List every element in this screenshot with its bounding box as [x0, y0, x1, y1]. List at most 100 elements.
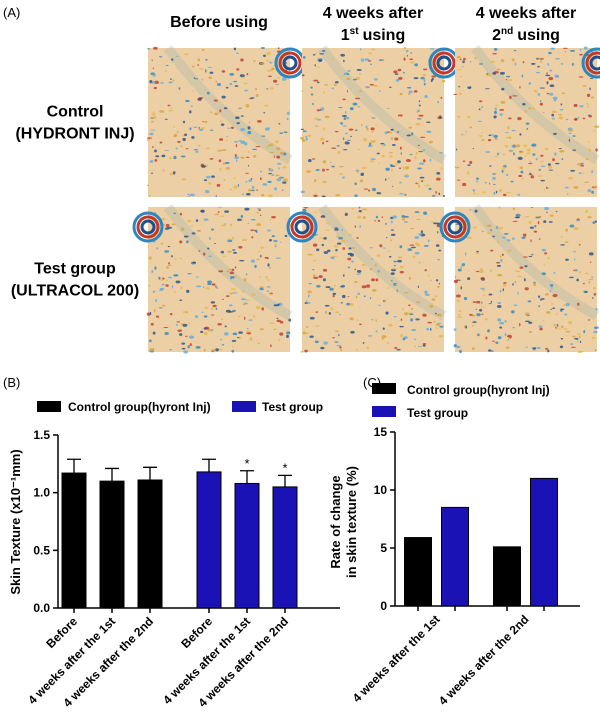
image-speck [302, 331, 307, 335]
image-speck [334, 227, 338, 229]
image-speck [435, 177, 441, 181]
image-speck [363, 215, 366, 220]
image-speck [286, 331, 291, 335]
image-speck [309, 316, 315, 320]
image-speck [319, 53, 325, 55]
image-speck [403, 57, 406, 61]
image-speck [524, 312, 530, 316]
image-speck [502, 288, 504, 292]
image-speck [537, 93, 541, 96]
image-speck [315, 66, 321, 68]
image-speck [439, 325, 444, 328]
image-speck [411, 328, 417, 332]
image-speck [390, 272, 395, 275]
image-speck [556, 323, 559, 327]
image-speck [466, 115, 471, 119]
image-speck [302, 56, 306, 59]
image-speck [263, 112, 266, 114]
image-speck [316, 284, 321, 288]
image-speck [215, 81, 218, 83]
image-speck [207, 280, 213, 284]
image-speck [506, 191, 511, 194]
image-speck [325, 168, 329, 171]
image-speck [162, 277, 165, 280]
image-speck [512, 327, 515, 329]
image-speck [559, 108, 564, 111]
image-speck [375, 319, 377, 323]
image-speck [279, 176, 285, 179]
image-speck [334, 130, 339, 133]
image-speck [338, 166, 344, 168]
image-speck [549, 69, 553, 72]
y-axis-label: Skin Texture (x10⁻¹mm) [8, 449, 23, 594]
image-speck [538, 238, 541, 240]
image-speck [549, 289, 552, 293]
image-speck [309, 335, 314, 338]
image-speck [245, 181, 248, 183]
image-speck [583, 290, 586, 292]
image-speck [375, 330, 378, 333]
image-speck [188, 195, 190, 197]
image-speck [388, 152, 393, 154]
image-speck [469, 209, 472, 211]
image-speck [193, 149, 199, 151]
image-speck [307, 294, 310, 298]
bar [404, 537, 432, 607]
image-speck [553, 323, 556, 327]
image-speck [173, 274, 179, 277]
header-part: using [517, 27, 560, 44]
image-speck [327, 249, 331, 253]
image-speck [560, 244, 566, 246]
image-speck [426, 130, 432, 133]
image-speck [348, 247, 352, 250]
image-speck [573, 103, 578, 108]
image-speck [154, 159, 158, 162]
image-speck [300, 350, 304, 353]
image-speck [437, 101, 440, 104]
image-speck [436, 322, 442, 324]
image-speck [375, 124, 378, 126]
image-speck [316, 109, 322, 111]
y-tick-label: 10 [374, 483, 388, 497]
image-speck [319, 237, 324, 239]
image-speck [588, 281, 591, 284]
image-speck [193, 126, 198, 128]
image-speck [245, 273, 248, 276]
image-speck [527, 163, 533, 165]
image-speck [204, 120, 208, 124]
image-speck [564, 50, 567, 53]
image-speck [549, 84, 555, 88]
image-speck [305, 136, 308, 138]
image-speck [501, 253, 504, 256]
image-speck [279, 332, 284, 336]
image-speck [255, 146, 261, 148]
image-ring [132, 211, 164, 243]
image-speck [414, 251, 420, 255]
image-speck [332, 255, 338, 258]
image-speck [562, 47, 568, 49]
image-speck [492, 173, 497, 175]
image-speck [484, 317, 488, 321]
image-speck [155, 315, 160, 318]
image-speck [209, 158, 214, 160]
image-speck [466, 171, 470, 175]
image-speck [485, 73, 488, 76]
image-speck [371, 258, 374, 260]
image-speck [436, 313, 442, 317]
image-speck [572, 149, 577, 151]
image-speck [339, 348, 343, 352]
image-speck [504, 144, 509, 148]
image-speck [416, 218, 421, 221]
image-speck [543, 263, 545, 266]
image-speck [414, 236, 420, 239]
image-speck [356, 237, 359, 239]
image-speck [441, 79, 446, 83]
image-speck [223, 223, 227, 225]
image-speck [241, 193, 244, 195]
image-speck [165, 223, 170, 228]
image-speck [240, 214, 244, 218]
image-speck [236, 218, 242, 221]
image-speck [336, 235, 339, 238]
image-speck [179, 299, 183, 302]
image-speck [518, 174, 523, 178]
